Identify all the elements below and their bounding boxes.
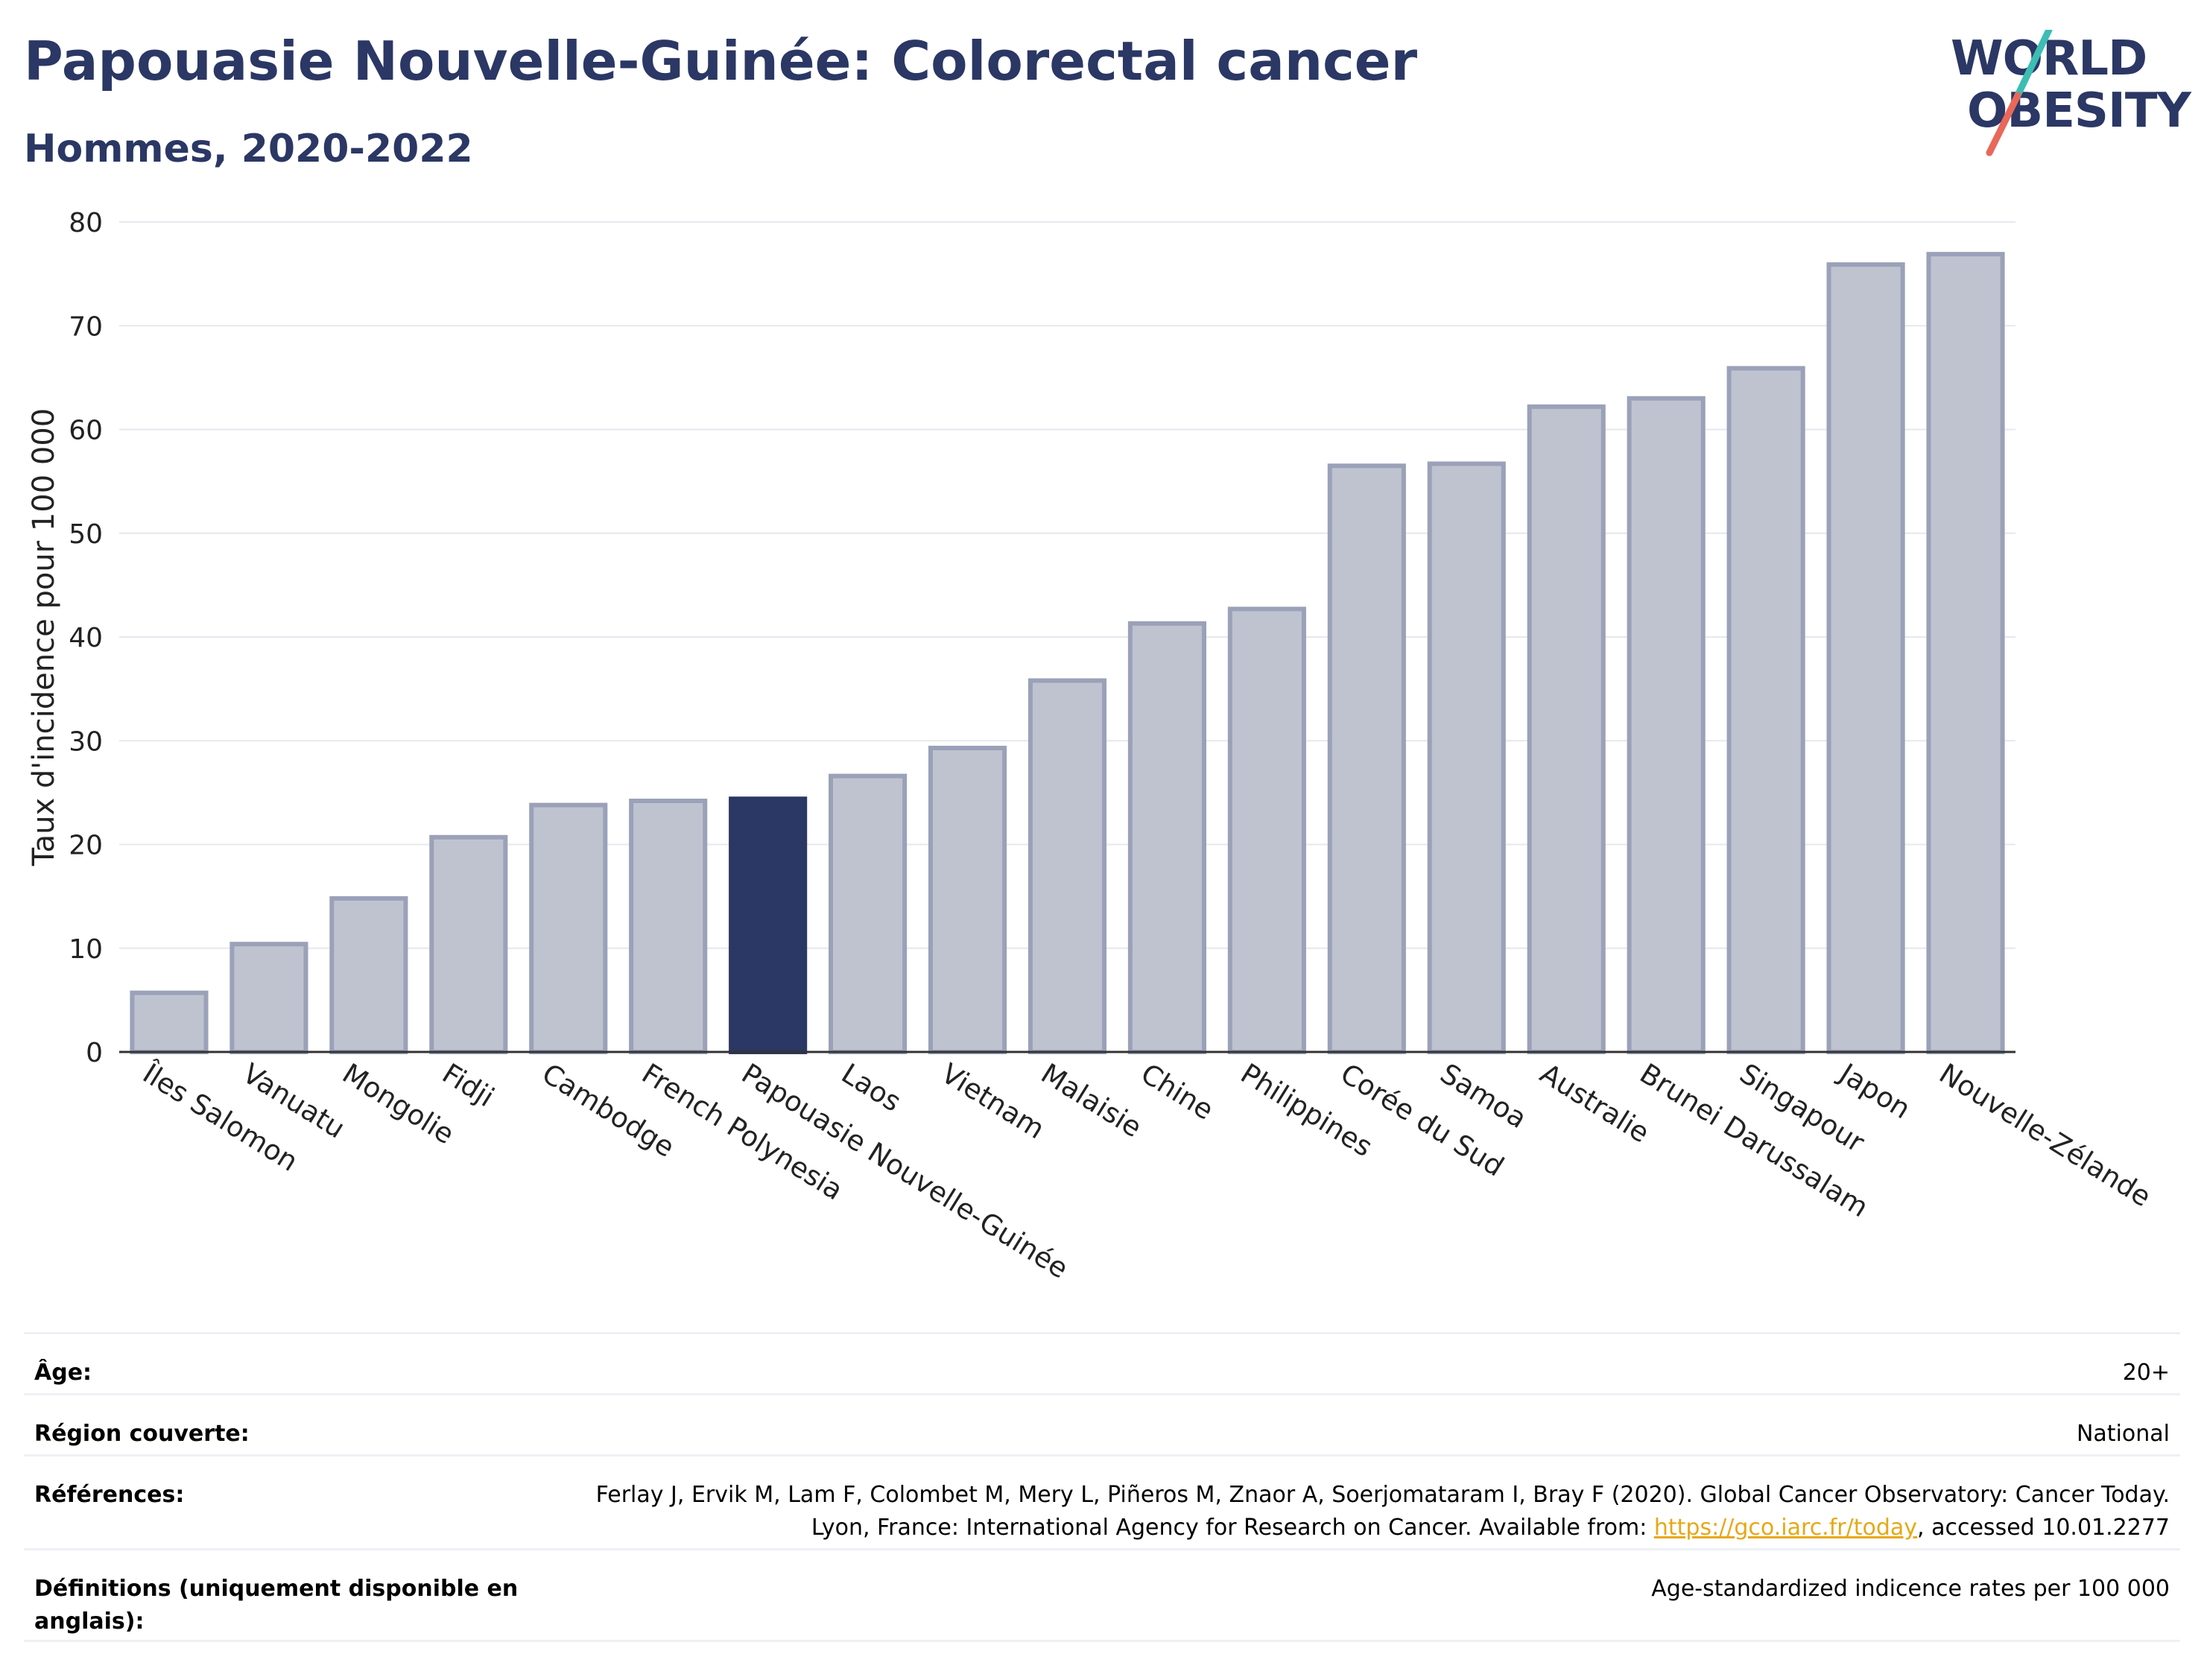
bar-0 (130, 990, 209, 1054)
y-tick-label: 40 (69, 623, 103, 653)
x-tick-label: Fidji (437, 1057, 500, 1113)
y-tick-label: 0 (86, 1038, 103, 1068)
bar-8 (928, 745, 1007, 1054)
meta-label-references: Références: (34, 1482, 185, 1508)
bar-15 (1627, 396, 1706, 1055)
x-tick-label: Chine (1136, 1057, 1219, 1126)
reference-text: Ferlay J, Ervik M, Lam F, Colombet M, Me… (595, 1482, 2170, 1541)
meta-row-region: Région couverte: National (24, 1393, 2180, 1454)
bar-5 (629, 799, 708, 1054)
logo-text-world: WORLD (1951, 31, 2147, 86)
y-tick-label: 10 (69, 934, 103, 965)
reference-link[interactable]: https://gco.iarc.fr/today (1653, 1515, 1918, 1541)
meta-value-references: Ferlay J, Ervik M, Lam F, Colombet M, Me… (568, 1479, 2170, 1548)
y-tick-label: 80 (69, 208, 103, 238)
bar-16 (1726, 366, 1805, 1054)
bar-17 (1826, 262, 1905, 1054)
y-tick-label: 30 (69, 726, 103, 757)
y-tick-label: 50 (69, 519, 103, 550)
meta-row-age: Âge: 20+ (24, 1332, 2180, 1393)
bars (130, 252, 2005, 1055)
x-tick-label: Corée du Sud (1335, 1057, 1510, 1183)
meta-label-region: Région couverte: (34, 1421, 250, 1447)
x-tick-label: Australie (1534, 1057, 1655, 1149)
world-obesity-logo: WORLD OBESITY (1937, 30, 2191, 156)
bar-18 (1926, 252, 2005, 1055)
y-axis-label: Taux d'incidence pour 100 000 (27, 408, 61, 866)
y-tick-label: 70 (69, 311, 103, 342)
bar-12 (1327, 463, 1406, 1054)
meta-row-definitions: Définitions (uniquement disponible en an… (24, 1548, 2180, 1642)
metadata-table: Âge: 20+ Région couverte: National Référ… (24, 1332, 2180, 1642)
y-tick-label: 20 (69, 831, 103, 861)
meta-row-references: Références: Ferlay J, Ervik M, Lam F, Co… (24, 1454, 2180, 1548)
logo-slash-icon (1986, 30, 2053, 156)
x-tick-label: Vietnam (936, 1057, 1051, 1145)
x-tick-label: Mongolie (337, 1057, 460, 1150)
bar-14 (1527, 404, 1606, 1054)
bar-10 (1127, 621, 1207, 1054)
x-tick-label: Nouvelle-Zélande (1934, 1057, 2156, 1213)
chart-title: Papouasie Nouvelle-Guinée: Colorectal ca… (24, 30, 1418, 92)
x-tick-label: Laos (836, 1057, 907, 1118)
bar-13 (1427, 461, 1506, 1054)
bar-9 (1027, 678, 1107, 1054)
bar-chart: 0 10 20 30 40 50 60 70 80 Îles SalomonVanuatuMon… (27, 208, 2156, 1285)
reference-accessed: , accessed 10.01.2277 (1917, 1515, 2170, 1541)
bar-7 (829, 773, 908, 1054)
meta-value-definitions: Age-standardized indicence rates per 100… (1651, 1576, 2170, 1602)
meta-value-age: 20+ (2122, 1360, 2170, 1386)
bar-4 (529, 802, 608, 1055)
bar-2 (329, 896, 408, 1054)
meta-value-region: National (2076, 1421, 2170, 1447)
meta-label-definitions: Définitions (uniquement disponible en an… (34, 1576, 519, 1635)
bar-1 (229, 942, 308, 1054)
x-tick-label: Malaisie (1036, 1057, 1147, 1144)
meta-label-age: Âge: (34, 1360, 92, 1386)
y-tick-labels: 0 10 20 30 40 50 60 70 80 (69, 208, 103, 1068)
y-tick-label: 60 (69, 416, 103, 446)
x-tick-label: Japon (1833, 1056, 1916, 1125)
bar-6 (729, 796, 808, 1054)
bar-3 (429, 834, 508, 1054)
bar-11 (1227, 606, 1306, 1054)
chart-subtitle: Hommes, 2020-2022 (24, 127, 473, 171)
